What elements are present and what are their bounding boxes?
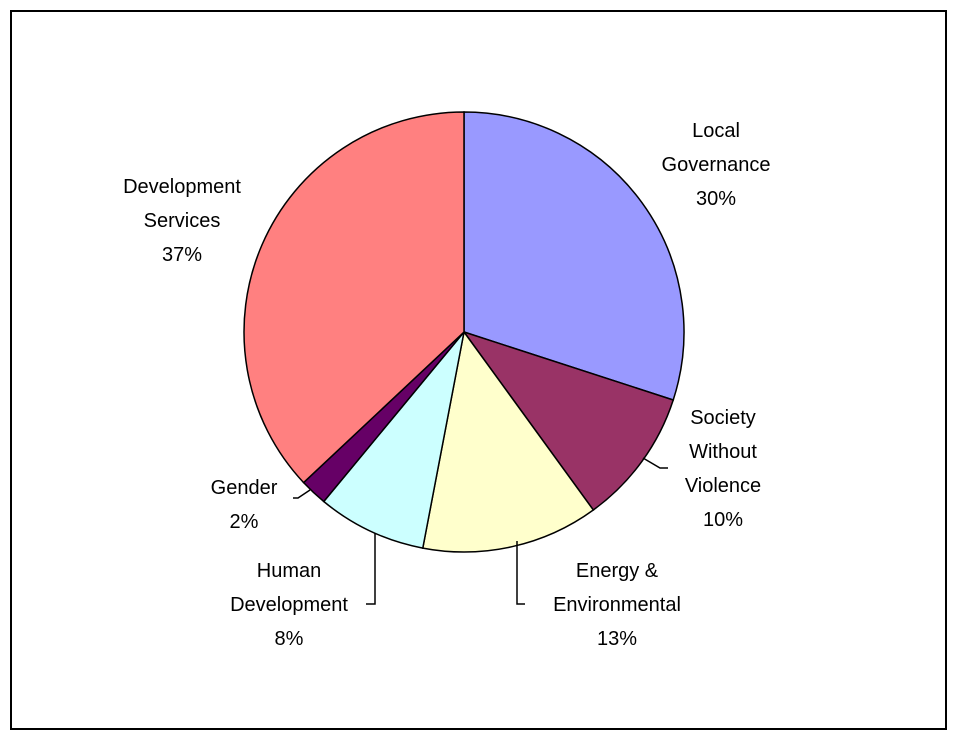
data-label: Gender 2% bbox=[211, 477, 278, 533]
leader-line bbox=[293, 489, 311, 499]
data-label: Human Development 8% bbox=[230, 560, 348, 650]
pie-slice-human-development bbox=[322, 331, 465, 549]
data-label: Development Services 37% bbox=[123, 176, 241, 266]
data-label: Local Governance 30% bbox=[662, 120, 771, 210]
pie-slice-development-services bbox=[243, 111, 465, 484]
leader-line bbox=[516, 541, 525, 605]
pie-slice-society-without-violence bbox=[462, 330, 675, 512]
pie-slice-energy-environmental bbox=[421, 330, 595, 553]
pie-chart: Local Governance 30% Society Without Violence… bbox=[123, 111, 771, 650]
leader-line bbox=[366, 533, 376, 605]
data-label: Energy & Environmental 13% bbox=[553, 560, 681, 650]
leader-line bbox=[642, 457, 668, 469]
data-label: Society Without Violence 10% bbox=[685, 407, 761, 531]
pie-slice-local-governance bbox=[463, 111, 685, 401]
